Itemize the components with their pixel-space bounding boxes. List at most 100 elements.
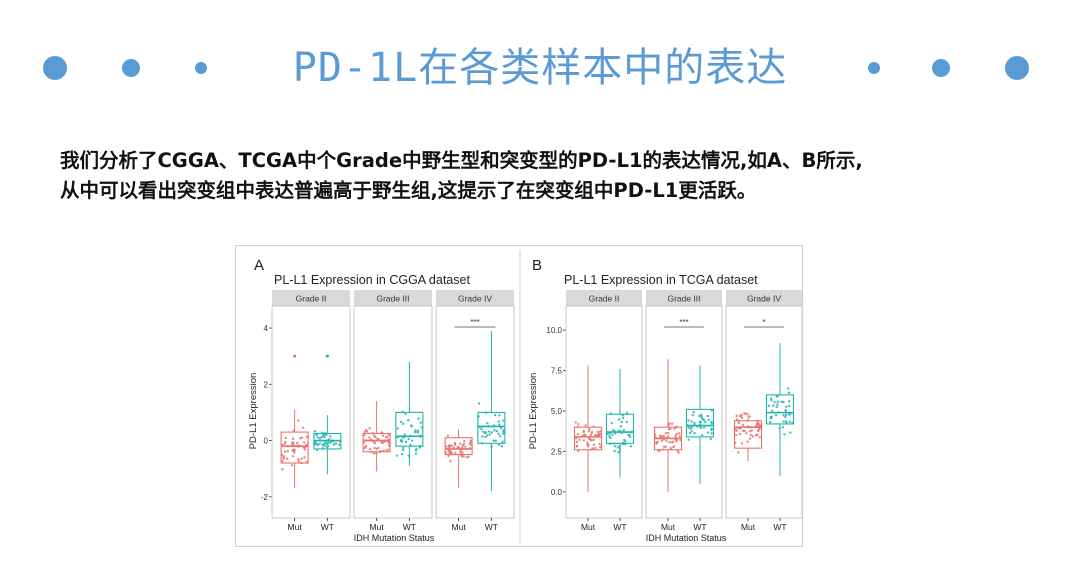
data-point <box>368 436 371 439</box>
data-point <box>409 443 412 446</box>
x-tick-label: WT <box>485 522 498 532</box>
data-point <box>784 415 787 419</box>
data-point <box>739 427 742 430</box>
description-line-2: 从中可以看出突变组中表达普遍高于野生组,这提示了在突变组中PD-L1更活跃。 <box>60 179 757 202</box>
data-point <box>305 443 308 446</box>
data-point <box>486 434 489 437</box>
data-point <box>498 423 501 426</box>
data-point <box>670 422 674 425</box>
data-point <box>480 427 483 431</box>
data-point <box>291 441 295 444</box>
decor-dot-right-1 <box>868 62 880 74</box>
data-point <box>447 454 450 458</box>
data-point <box>375 447 379 451</box>
data-point <box>706 431 710 434</box>
data-point <box>690 430 693 433</box>
data-point <box>575 440 579 444</box>
data-point <box>620 420 624 424</box>
facet-label: Grade III <box>376 294 409 304</box>
data-point <box>461 455 464 458</box>
data-point <box>334 442 338 445</box>
data-point <box>381 434 385 437</box>
data-point <box>410 439 414 442</box>
data-point <box>786 387 790 390</box>
data-point <box>669 427 672 430</box>
data-point <box>745 431 748 435</box>
data-point <box>710 432 713 435</box>
data-point <box>665 439 668 442</box>
facet-panel <box>645 305 723 519</box>
data-point <box>785 405 788 408</box>
data-point <box>748 437 752 440</box>
data-point <box>785 421 788 424</box>
data-point <box>734 428 737 431</box>
data-point <box>500 445 504 448</box>
x-tick-label: Mut <box>661 522 676 532</box>
data-point <box>577 422 580 426</box>
y-tick-label: 0 <box>264 437 269 446</box>
data-point <box>782 414 785 417</box>
x-tick-label: WT <box>773 522 786 532</box>
data-point <box>372 452 376 455</box>
data-point <box>281 453 284 456</box>
decor-dot-left-1 <box>43 56 67 80</box>
data-point <box>329 435 332 438</box>
data-point <box>619 425 623 428</box>
data-point <box>594 433 597 437</box>
data-point <box>498 434 502 438</box>
data-point <box>618 429 621 432</box>
data-point <box>303 448 307 451</box>
facet-strip <box>726 290 802 306</box>
data-point <box>610 422 614 425</box>
box-iqr <box>573 426 603 451</box>
x-tick-label: WT <box>613 522 626 532</box>
data-point <box>297 459 300 463</box>
y-tick-label: 2.5 <box>551 447 563 456</box>
data-point <box>323 435 326 439</box>
facet-label: Grade III <box>667 294 700 304</box>
data-point <box>416 429 420 432</box>
data-point <box>293 449 296 453</box>
data-point <box>735 414 738 418</box>
data-point <box>770 409 774 413</box>
data-point <box>320 435 323 439</box>
data-point <box>677 451 680 454</box>
data-point <box>598 442 601 446</box>
y-tick-label: 10.0 <box>546 326 562 335</box>
data-point <box>329 441 332 444</box>
data-point <box>687 419 690 422</box>
data-point <box>464 445 467 448</box>
box-iqr <box>733 420 763 449</box>
data-point <box>487 430 491 433</box>
data-point <box>787 391 791 394</box>
data-point <box>664 431 668 435</box>
description-text: 我们分析了CGGA、TCGA中个Grade中野生型和突变型的PD-L1的表达情况… <box>60 146 1040 206</box>
x-tick-label: Mut <box>370 522 385 532</box>
data-point <box>326 444 330 448</box>
data-point <box>759 424 762 427</box>
data-point <box>449 450 452 454</box>
slide-title: PD-1L在各类样本中的表达 <box>292 45 788 91</box>
facet-panel <box>271 305 351 519</box>
data-point <box>321 443 324 447</box>
data-point <box>670 441 674 444</box>
panel-label-A: A <box>254 257 264 274</box>
data-point <box>776 400 780 404</box>
data-point <box>614 432 617 435</box>
x-tick-label: Mut <box>452 522 467 532</box>
data-point <box>690 420 693 423</box>
y-tick-label: 0.0 <box>551 488 563 497</box>
decor-dot-left-3 <box>195 62 207 74</box>
data-point <box>668 440 671 444</box>
data-point <box>316 443 320 447</box>
data-point <box>698 420 702 424</box>
data-point <box>447 445 450 449</box>
data-point <box>749 433 753 437</box>
data-point <box>301 426 305 429</box>
data-point <box>281 468 284 471</box>
y-tick-label: 2 <box>264 380 269 389</box>
box-iqr <box>362 432 391 453</box>
data-point <box>461 451 464 454</box>
data-point <box>325 433 328 437</box>
data-point <box>788 420 791 424</box>
